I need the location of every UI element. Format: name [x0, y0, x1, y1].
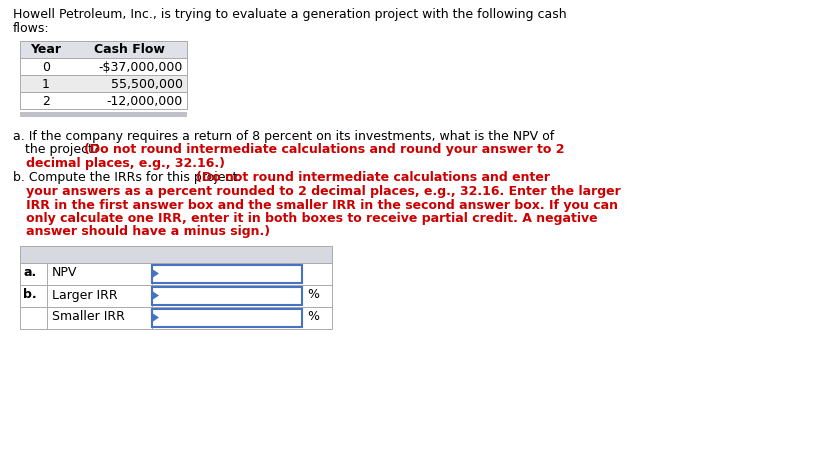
- Text: the project?: the project?: [13, 144, 103, 156]
- Text: a.: a.: [23, 267, 37, 279]
- Text: only calculate one IRR, enter it in both boxes to receive partial credit. A nega: only calculate one IRR, enter it in both…: [13, 212, 598, 225]
- Text: 1: 1: [42, 78, 50, 91]
- Bar: [152, 265, 302, 283]
- Text: %: %: [307, 310, 319, 324]
- Text: Cash Flow: Cash Flow: [94, 43, 165, 56]
- Bar: [20, 307, 332, 328]
- Bar: [20, 75, 187, 92]
- Text: NPV: NPV: [52, 267, 77, 279]
- Bar: [20, 92, 187, 109]
- Polygon shape: [153, 314, 159, 322]
- Text: (Do not round intermediate calculations and round your answer to 2: (Do not round intermediate calculations …: [84, 144, 564, 156]
- Bar: [152, 286, 302, 304]
- Bar: [20, 245, 332, 262]
- Text: decimal places, e.g., 32.16.): decimal places, e.g., 32.16.): [13, 157, 225, 170]
- Text: answer should have a minus sign.): answer should have a minus sign.): [13, 226, 270, 238]
- Text: IRR in the first answer box and the smaller IRR in the second answer box. If you: IRR in the first answer box and the smal…: [13, 198, 618, 211]
- Bar: [152, 309, 302, 326]
- Text: your answers as a percent rounded to 2 decimal places, e.g., 32.16. Enter the la: your answers as a percent rounded to 2 d…: [13, 185, 621, 198]
- Text: flows:: flows:: [13, 22, 50, 34]
- Text: -$37,000,000: -$37,000,000: [98, 61, 183, 74]
- Text: Smaller IRR: Smaller IRR: [52, 310, 125, 324]
- Bar: [20, 112, 187, 117]
- Polygon shape: [153, 269, 159, 277]
- Text: 55,500,000: 55,500,000: [111, 78, 183, 91]
- Text: Larger IRR: Larger IRR: [52, 289, 118, 301]
- Text: Year: Year: [31, 43, 62, 56]
- Bar: [20, 41, 187, 58]
- Text: -12,000,000: -12,000,000: [107, 95, 183, 108]
- Text: b.: b.: [23, 289, 37, 301]
- Polygon shape: [153, 292, 159, 300]
- Text: b. Compute the IRRs for this project.: b. Compute the IRRs for this project.: [13, 171, 246, 185]
- Text: %: %: [307, 289, 319, 301]
- Text: Howell Petroleum, Inc., is trying to evaluate a generation project with the foll: Howell Petroleum, Inc., is trying to eva…: [13, 8, 567, 21]
- Text: 0: 0: [42, 61, 50, 74]
- Bar: [20, 58, 187, 75]
- Text: 2: 2: [42, 95, 50, 108]
- Text: (Do not round intermediate calculations and enter: (Do not round intermediate calculations …: [196, 171, 550, 185]
- Bar: [20, 284, 332, 307]
- Text: a. If the company requires a return of 8 percent on its investments, what is the: a. If the company requires a return of 8…: [13, 130, 554, 143]
- Bar: [20, 262, 332, 284]
